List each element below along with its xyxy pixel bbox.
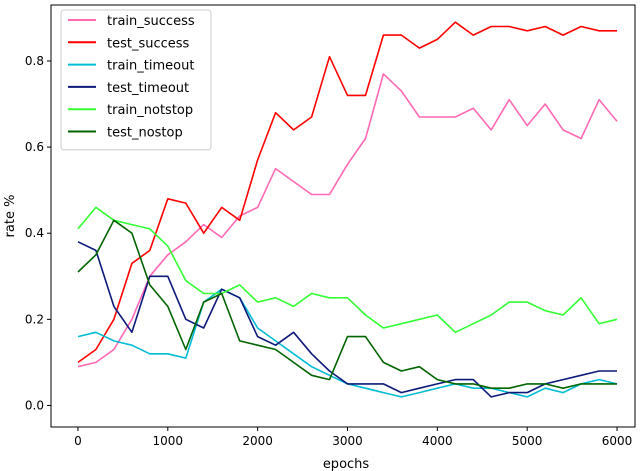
legend-box xyxy=(60,9,212,151)
series-line-test-success xyxy=(77,21,617,364)
y-tick-label: 0.8 xyxy=(25,54,44,68)
y-tick-label: 0.6 xyxy=(25,140,44,154)
x-tick-label: 2000 xyxy=(242,434,273,448)
x-tick-label: 1000 xyxy=(153,434,184,448)
legend-label-train-timeout: train_timeout xyxy=(107,59,194,74)
legend-label-test-timeout: test_timeout xyxy=(107,81,189,96)
legend-label-train-notstop: train_notstop xyxy=(107,103,193,118)
y-tick-label: 0.4 xyxy=(25,226,44,240)
x-axis-ticks: 0 1000 2000 3000 4000 5000 6000 xyxy=(74,427,632,448)
x-tick-label: 0 xyxy=(74,434,82,448)
y-tick-label: 0.2 xyxy=(25,312,44,326)
series-line-test-nostop xyxy=(77,219,617,390)
series-line-train-success xyxy=(77,73,618,368)
series-layer xyxy=(77,21,618,398)
x-tick-label: 4000 xyxy=(422,434,453,448)
x-axis-label: epochs xyxy=(323,457,370,471)
series-line-test-timeout xyxy=(77,241,617,398)
x-tick-label: 3000 xyxy=(332,434,363,448)
y-tick-label: 0.0 xyxy=(25,398,44,412)
y-axis-label: rate % xyxy=(3,195,18,238)
legend-label-test-nostop: test_nostop xyxy=(107,126,183,141)
x-tick-label: 6000 xyxy=(602,434,633,448)
y-axis-ticks: 0.0 0.2 0.4 0.6 0.8 xyxy=(25,54,51,412)
legend-label-test-success: test_success xyxy=(107,36,190,51)
legend: train_success test_success train_timeoutte… xyxy=(60,9,212,151)
x-tick-label: 5000 xyxy=(512,434,543,448)
legend-label-train-success: train_success xyxy=(107,14,195,29)
series-line-train-notstop xyxy=(77,206,618,334)
